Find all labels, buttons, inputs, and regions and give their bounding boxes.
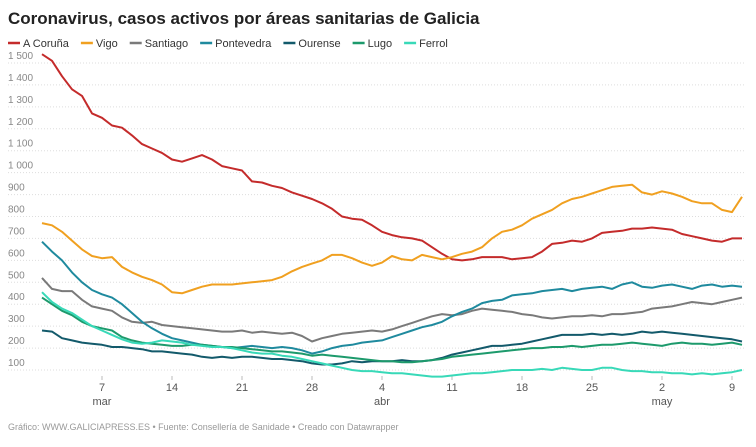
legend-label: Ferrol xyxy=(419,38,448,50)
series-line xyxy=(41,291,743,378)
y-tick-label: 600 xyxy=(8,248,25,259)
y-tick-label: 300 xyxy=(8,314,25,325)
x-tick-label: 28 xyxy=(306,382,318,394)
chart-title: Coronavirus, casos activos por áreas san… xyxy=(8,9,480,28)
series-line xyxy=(41,240,743,355)
x-tick-label: 25 xyxy=(586,382,598,394)
series-line xyxy=(41,329,743,366)
legend-label: Vigo xyxy=(96,38,118,50)
x-month-label: mar xyxy=(93,396,112,408)
y-tick-label: 400 xyxy=(8,292,25,303)
y-tick-label: 100 xyxy=(8,358,25,369)
legend-label: Ourense xyxy=(298,38,340,50)
x-month-label: abr xyxy=(374,396,390,408)
x-tick-label: 4 xyxy=(379,382,385,394)
x-tick-label: 11 xyxy=(446,382,457,394)
y-tick-label: 700 xyxy=(8,226,25,237)
y-tick-label: 1 000 xyxy=(8,161,33,172)
x-tick-label: 2 xyxy=(659,382,665,394)
legend: A Coruña Vigo Santiago Pontevedra Ourense Lug… xyxy=(8,38,448,50)
y-tick-label: 1 100 xyxy=(8,139,33,150)
x-tick-label: 9 xyxy=(729,382,735,394)
legend-label: Santiago xyxy=(145,38,188,50)
series-line xyxy=(41,296,743,364)
x-tick-label: 7 xyxy=(99,382,105,394)
legend-label: Lugo xyxy=(368,38,392,50)
series-line xyxy=(41,53,742,262)
legend-label: A Coruña xyxy=(23,38,70,50)
y-tick-label: 1 200 xyxy=(8,117,33,128)
y-tick-label: 900 xyxy=(8,183,25,194)
y-tick-label: 200 xyxy=(8,336,25,347)
series-line xyxy=(41,183,743,295)
y-tick-label: 1 500 xyxy=(8,51,33,62)
grid xyxy=(8,62,745,371)
x-tick-label: 18 xyxy=(516,382,528,394)
series-line xyxy=(41,277,743,343)
x-tick-label: 14 xyxy=(166,382,178,394)
x-tick-label: 21 xyxy=(236,382,248,394)
x-month-label: may xyxy=(652,396,673,408)
footer: Gráfico: WWW.GALICIAPRESS.ES • Fuente: C… xyxy=(8,422,398,432)
legend-label: Pontevedra xyxy=(215,38,272,50)
y-tick-label: 1 400 xyxy=(8,73,33,84)
y-tick-label: 1 300 xyxy=(8,95,33,106)
y-tick-label: 500 xyxy=(8,270,25,281)
y-tick-label: 800 xyxy=(8,205,25,216)
